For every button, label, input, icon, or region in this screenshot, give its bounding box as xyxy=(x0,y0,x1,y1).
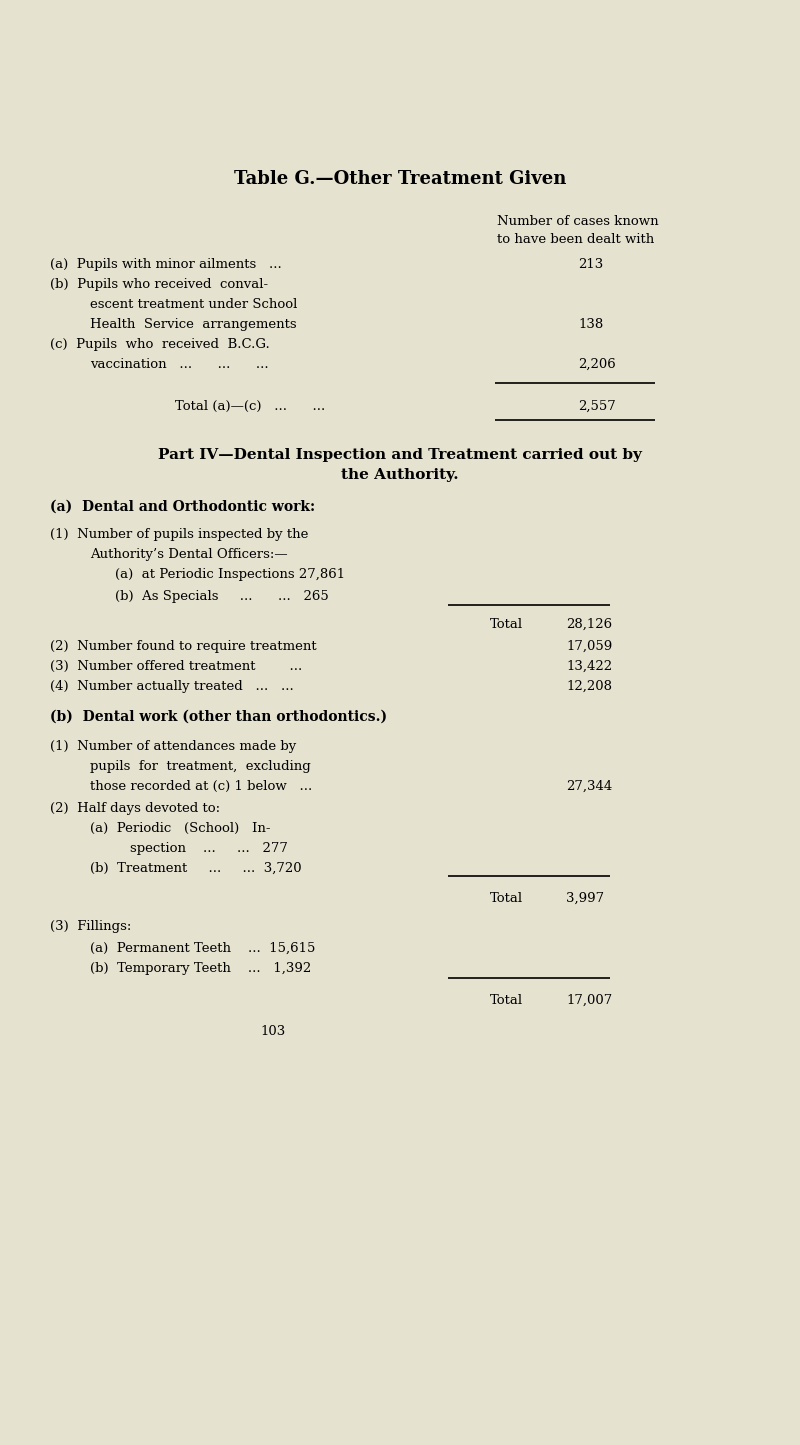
Text: 103: 103 xyxy=(260,1025,286,1038)
Text: those recorded at (c) 1 below   ...: those recorded at (c) 1 below ... xyxy=(90,780,312,793)
Text: 138: 138 xyxy=(578,318,603,331)
Text: 27,344: 27,344 xyxy=(566,780,612,793)
Text: 12,208: 12,208 xyxy=(566,681,612,694)
Text: (1)  Number of attendances made by: (1) Number of attendances made by xyxy=(50,740,296,753)
Text: 13,422: 13,422 xyxy=(566,660,612,673)
Text: (b)  Treatment     ...     ...  3,720: (b) Treatment ... ... 3,720 xyxy=(90,863,302,876)
Text: (4)  Number actually treated   ...   ...: (4) Number actually treated ... ... xyxy=(50,681,294,694)
Text: Total: Total xyxy=(490,994,523,1007)
Text: Authority’s Dental Officers:—: Authority’s Dental Officers:— xyxy=(90,548,288,561)
Text: 28,126: 28,126 xyxy=(566,618,612,631)
Text: (a)  Permanent Teeth    ...  15,615: (a) Permanent Teeth ... 15,615 xyxy=(90,942,315,955)
Text: 2,557: 2,557 xyxy=(578,400,616,413)
Text: 213: 213 xyxy=(578,259,603,272)
Text: (a)  Dental and Orthodontic work:: (a) Dental and Orthodontic work: xyxy=(50,500,315,514)
Text: (2)  Half days devoted to:: (2) Half days devoted to: xyxy=(50,802,220,815)
Text: 3,997: 3,997 xyxy=(566,892,604,905)
Text: (b)  Dental work (other than orthodontics.): (b) Dental work (other than orthodontics… xyxy=(50,709,387,724)
Text: the Authority.: the Authority. xyxy=(341,468,459,483)
Text: (a)  Periodic   (School)   In-: (a) Periodic (School) In- xyxy=(90,822,270,835)
Text: Table G.—Other Treatment Given: Table G.—Other Treatment Given xyxy=(234,171,566,188)
Text: Health  Service  arrangements: Health Service arrangements xyxy=(90,318,297,331)
Text: 17,059: 17,059 xyxy=(566,640,612,653)
Text: Part IV—Dental Inspection and Treatment carried out by: Part IV—Dental Inspection and Treatment … xyxy=(158,448,642,462)
Text: (a)  at Periodic Inspections 27,861: (a) at Periodic Inspections 27,861 xyxy=(115,568,345,581)
Text: Number of cases known: Number of cases known xyxy=(497,215,658,228)
Text: to have been dealt with: to have been dealt with xyxy=(497,233,654,246)
Text: (a)  Pupils with minor ailments   ...: (a) Pupils with minor ailments ... xyxy=(50,259,282,272)
Text: (b)  Temporary Teeth    ...   1,392: (b) Temporary Teeth ... 1,392 xyxy=(90,962,311,975)
Text: (2)  Number found to require treatment: (2) Number found to require treatment xyxy=(50,640,317,653)
Text: escent treatment under School: escent treatment under School xyxy=(90,298,298,311)
Text: Total: Total xyxy=(490,892,523,905)
Text: Total: Total xyxy=(490,618,523,631)
Text: (3)  Fillings:: (3) Fillings: xyxy=(50,920,131,933)
Text: 17,007: 17,007 xyxy=(566,994,612,1007)
Text: Total (a)—(c)   ...      ...: Total (a)—(c) ... ... xyxy=(175,400,326,413)
Text: pupils  for  treatment,  excluding: pupils for treatment, excluding xyxy=(90,760,310,773)
Text: (c)  Pupils  who  received  B.C.G.: (c) Pupils who received B.C.G. xyxy=(50,338,270,351)
Text: (3)  Number offered treatment        ...: (3) Number offered treatment ... xyxy=(50,660,302,673)
Text: (b)  As Specials     ...      ...   265: (b) As Specials ... ... 265 xyxy=(115,590,329,603)
Text: spection    ...     ...   277: spection ... ... 277 xyxy=(130,842,288,855)
Text: (b)  Pupils who received  conval-: (b) Pupils who received conval- xyxy=(50,277,268,290)
Text: 2,206: 2,206 xyxy=(578,358,616,371)
Text: (1)  Number of pupils inspected by the: (1) Number of pupils inspected by the xyxy=(50,527,308,540)
Text: vaccination   ...      ...      ...: vaccination ... ... ... xyxy=(90,358,269,371)
